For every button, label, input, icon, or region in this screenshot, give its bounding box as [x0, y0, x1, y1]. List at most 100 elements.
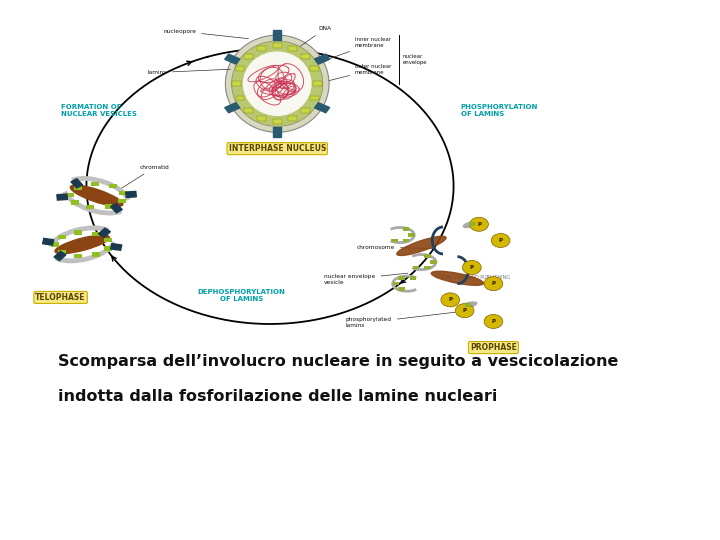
- Text: TELOPHASE: TELOPHASE: [35, 293, 86, 302]
- Bar: [57, 194, 68, 200]
- Bar: [73, 185, 81, 190]
- Bar: [315, 54, 330, 64]
- Text: nuclear
envelope: nuclear envelope: [402, 54, 427, 65]
- Bar: [111, 204, 122, 213]
- Bar: [42, 238, 54, 245]
- Bar: [391, 239, 397, 242]
- Bar: [71, 200, 78, 205]
- Bar: [71, 179, 83, 188]
- Bar: [315, 103, 330, 113]
- Bar: [104, 246, 112, 251]
- Ellipse shape: [55, 235, 109, 254]
- Text: chromosome: chromosome: [356, 245, 433, 249]
- Ellipse shape: [463, 221, 480, 227]
- Bar: [233, 81, 241, 86]
- Bar: [58, 234, 66, 239]
- Bar: [274, 30, 282, 39]
- Bar: [104, 204, 112, 208]
- Bar: [66, 193, 73, 197]
- Bar: [120, 191, 127, 195]
- Circle shape: [491, 233, 510, 247]
- Text: P: P: [470, 265, 474, 270]
- Text: P: P: [477, 222, 481, 227]
- Bar: [288, 46, 297, 51]
- Bar: [398, 276, 405, 280]
- Circle shape: [455, 303, 474, 318]
- Text: P: P: [492, 281, 495, 286]
- Bar: [430, 260, 436, 264]
- Bar: [126, 191, 136, 198]
- Text: P: P: [463, 308, 467, 313]
- Bar: [408, 233, 415, 237]
- Text: lamins: lamins: [148, 69, 230, 75]
- Bar: [118, 199, 126, 203]
- Bar: [273, 43, 282, 48]
- Bar: [54, 251, 66, 261]
- Bar: [288, 116, 297, 121]
- Text: PHOSPHORYLATION
OF LAMINS: PHOSPHORYLATION OF LAMINS: [461, 104, 538, 117]
- Bar: [424, 254, 431, 258]
- Bar: [273, 127, 281, 137]
- Bar: [235, 96, 244, 100]
- Bar: [402, 227, 409, 231]
- Text: P: P: [449, 298, 452, 302]
- Ellipse shape: [431, 271, 484, 285]
- Circle shape: [484, 314, 503, 328]
- Bar: [51, 242, 59, 246]
- Bar: [402, 239, 409, 242]
- Ellipse shape: [397, 236, 446, 255]
- Bar: [302, 108, 310, 113]
- Bar: [92, 253, 100, 257]
- Ellipse shape: [232, 41, 323, 126]
- Text: Scomparsa dell’involucro nucleare in seguito a vescicolazione: Scomparsa dell’involucro nucleare in seg…: [58, 354, 618, 369]
- Text: inner nuclear
membrane: inner nuclear membrane: [317, 37, 391, 63]
- Bar: [58, 250, 66, 254]
- Bar: [392, 281, 399, 285]
- Bar: [74, 254, 82, 258]
- Bar: [86, 205, 94, 210]
- Text: P: P: [492, 319, 495, 324]
- Bar: [469, 222, 474, 226]
- Bar: [413, 266, 419, 269]
- Ellipse shape: [243, 52, 311, 115]
- Bar: [244, 54, 253, 59]
- Bar: [104, 238, 112, 242]
- Text: FORMATION OF
NUCLEAR VESICLES: FORMATION OF NUCLEAR VESICLES: [61, 104, 137, 117]
- Bar: [111, 244, 122, 251]
- Text: chromatid: chromatid: [120, 165, 169, 189]
- Bar: [398, 287, 405, 291]
- Circle shape: [484, 276, 503, 291]
- Bar: [313, 81, 322, 86]
- Bar: [92, 232, 100, 236]
- Text: outer nuclear
membrane: outer nuclear membrane: [329, 64, 392, 80]
- Bar: [99, 228, 110, 238]
- Text: PROPHASE: PROPHASE: [470, 343, 517, 352]
- Text: DEPHOSPHORYLATION
OF LAMINS: DEPHOSPHORYLATION OF LAMINS: [197, 289, 285, 302]
- Bar: [109, 184, 117, 188]
- Bar: [410, 276, 416, 280]
- Text: INTERPHASE NUCLEUS: INTERPHASE NUCLEUS: [228, 144, 326, 153]
- Bar: [225, 54, 240, 64]
- Ellipse shape: [459, 302, 477, 308]
- Text: phosphorylated
lamins: phosphorylated lamins: [346, 311, 465, 328]
- Ellipse shape: [71, 185, 123, 206]
- Circle shape: [469, 217, 488, 231]
- Bar: [74, 231, 82, 235]
- Circle shape: [462, 260, 481, 274]
- Ellipse shape: [225, 35, 329, 132]
- Circle shape: [441, 293, 459, 307]
- Bar: [225, 103, 240, 113]
- Bar: [465, 303, 471, 307]
- Text: ©1990 GARLAND PUBLISHING: ©1990 GARLAND PUBLISHING: [436, 275, 510, 280]
- Bar: [424, 266, 431, 269]
- Text: indotta dalla fosforilazione delle lamine nucleari: indotta dalla fosforilazione delle lamin…: [58, 389, 497, 404]
- Bar: [244, 108, 253, 113]
- Bar: [258, 46, 266, 51]
- Text: DNA: DNA: [287, 26, 332, 56]
- Bar: [302, 54, 310, 59]
- Text: P: P: [499, 238, 503, 243]
- Bar: [91, 182, 99, 186]
- Bar: [310, 66, 319, 71]
- Text: nuclear envelope
vesicle: nuclear envelope vesicle: [324, 273, 408, 285]
- Bar: [258, 116, 266, 121]
